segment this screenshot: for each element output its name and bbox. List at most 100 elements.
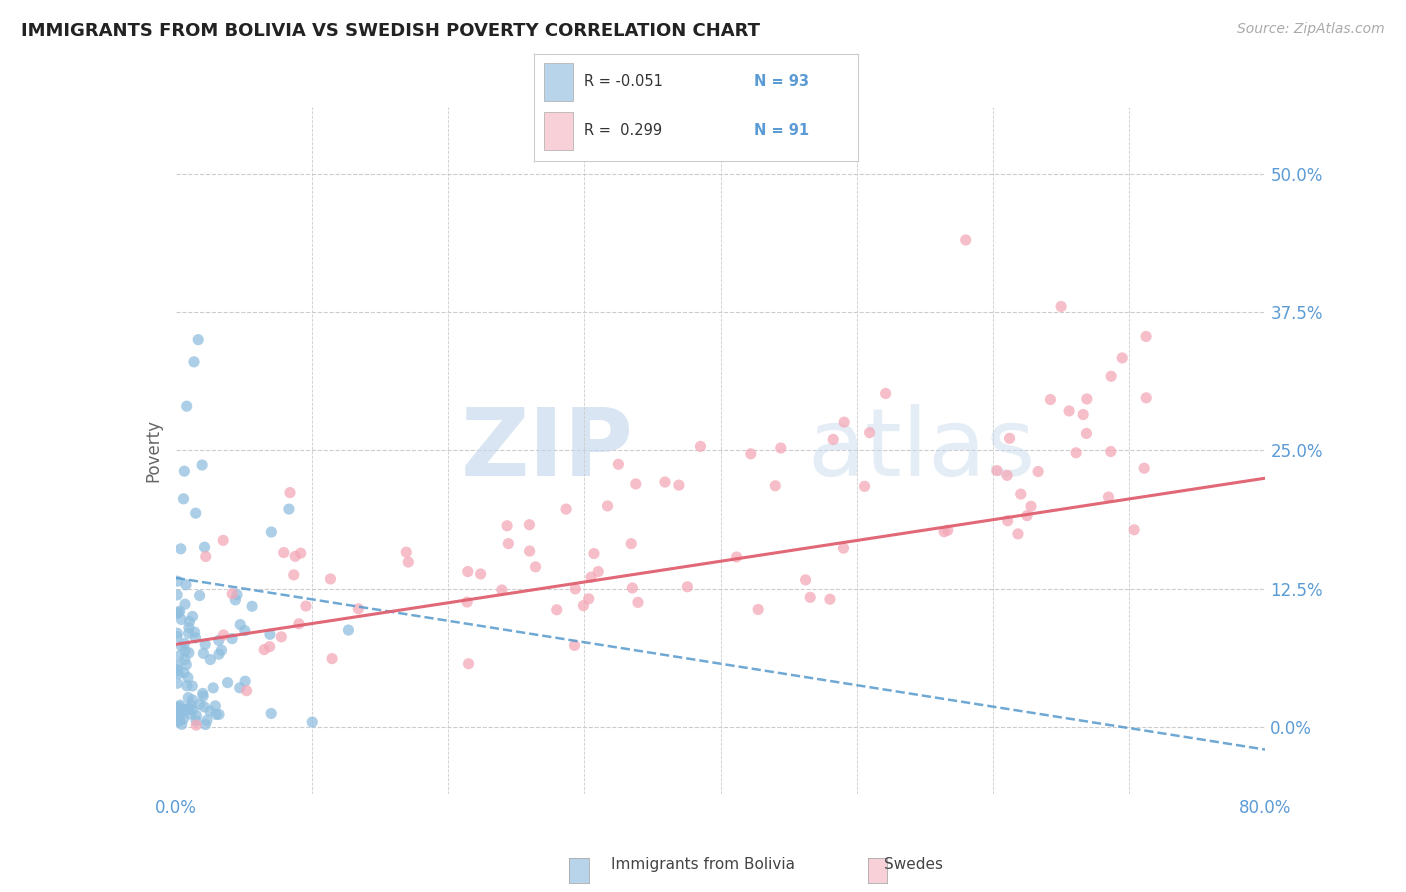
Point — [564, 582, 586, 596]
Point — [173, 652, 195, 666]
Point — [519, 544, 541, 558]
Point — [260, 524, 283, 539]
Point — [676, 580, 699, 594]
Point — [166, 574, 188, 589]
Point — [572, 599, 595, 613]
Point — [198, 704, 221, 718]
Point — [1010, 487, 1032, 501]
Point — [181, 703, 204, 717]
Point — [176, 657, 198, 672]
Point — [167, 606, 190, 620]
Point — [166, 659, 188, 673]
Point — [229, 681, 252, 695]
Point — [270, 630, 292, 644]
Point — [221, 587, 243, 601]
Point — [253, 642, 276, 657]
Point — [519, 517, 541, 532]
Point — [233, 624, 256, 638]
Point — [763, 479, 786, 493]
Point — [1057, 404, 1080, 418]
Point — [853, 479, 876, 493]
Point — [195, 714, 218, 728]
Point — [1135, 329, 1157, 343]
Point — [217, 675, 239, 690]
Point — [202, 681, 225, 695]
Text: Immigrants from Bolivia: Immigrants from Bolivia — [612, 857, 794, 872]
Text: ZIP: ZIP — [461, 404, 633, 497]
Point — [177, 671, 200, 685]
Point — [226, 588, 249, 602]
Text: R = -0.051: R = -0.051 — [585, 74, 664, 89]
Point — [193, 699, 215, 714]
Point — [1099, 444, 1122, 458]
Point — [177, 646, 200, 660]
Point — [211, 643, 233, 657]
Point — [212, 533, 235, 548]
Text: Swedes: Swedes — [884, 857, 943, 872]
Point — [818, 592, 841, 607]
Point — [769, 441, 792, 455]
Point — [579, 570, 602, 584]
Point — [183, 355, 205, 369]
Point — [173, 491, 195, 506]
Point — [395, 545, 418, 559]
Point — [169, 698, 191, 713]
Point — [208, 707, 231, 722]
Point — [607, 458, 630, 472]
Point — [859, 425, 882, 440]
Point — [177, 620, 200, 634]
Text: Source: ZipAtlas.com: Source: ZipAtlas.com — [1237, 22, 1385, 37]
Point — [169, 604, 191, 618]
Point — [204, 698, 226, 713]
Point — [181, 693, 204, 707]
Point — [177, 626, 200, 640]
Point — [208, 633, 231, 648]
Point — [1123, 523, 1146, 537]
Point — [235, 683, 257, 698]
Point — [173, 636, 195, 650]
Point — [259, 627, 281, 641]
Point — [1015, 508, 1038, 523]
Point — [524, 559, 547, 574]
Point — [347, 601, 370, 615]
Point — [177, 702, 200, 716]
Point — [191, 458, 214, 472]
Point — [1076, 392, 1098, 406]
Point — [1111, 351, 1133, 365]
Point — [169, 700, 191, 714]
Point — [564, 639, 586, 653]
Point — [169, 714, 191, 729]
Point — [166, 676, 188, 690]
Point — [1097, 490, 1119, 504]
Point — [183, 625, 205, 640]
Point — [995, 468, 1018, 483]
Point — [301, 715, 323, 730]
Point — [668, 478, 690, 492]
Point — [187, 333, 209, 347]
Point — [936, 523, 959, 537]
Point — [457, 657, 479, 671]
Point — [208, 647, 231, 661]
Text: atlas: atlas — [807, 404, 1036, 497]
Point — [166, 664, 188, 678]
Point — [295, 599, 318, 613]
Point — [167, 649, 190, 664]
Point — [654, 475, 676, 489]
Point — [166, 626, 188, 640]
Point — [169, 709, 191, 723]
Point — [740, 447, 762, 461]
Point — [1064, 446, 1087, 460]
Point — [321, 651, 343, 665]
Point — [620, 536, 643, 550]
Point — [174, 578, 197, 592]
Point — [177, 702, 200, 716]
Point — [233, 674, 256, 689]
Point — [470, 566, 492, 581]
Point — [166, 630, 188, 644]
Text: R =  0.299: R = 0.299 — [585, 123, 662, 138]
Point — [823, 433, 845, 447]
Point — [193, 646, 215, 660]
Point — [188, 589, 211, 603]
Point — [955, 233, 977, 247]
Point — [166, 607, 188, 621]
